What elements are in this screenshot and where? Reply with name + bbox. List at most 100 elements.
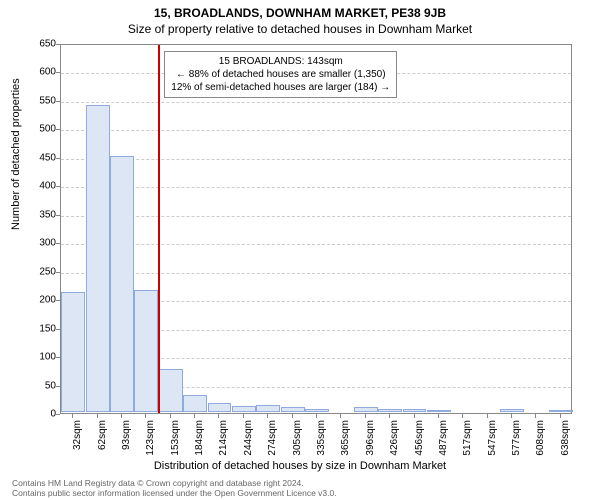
xtick-mark: [72, 414, 73, 418]
xtick-label: 305sqm: [292, 420, 303, 456]
xtick-label: 365sqm: [340, 420, 351, 456]
xtick-mark: [97, 414, 98, 418]
bar: [281, 407, 305, 412]
ytick-label: 600: [26, 67, 56, 78]
bar: [354, 407, 378, 412]
ytick-mark: [56, 300, 60, 301]
xtick-mark: [560, 414, 561, 418]
gridline: [61, 273, 571, 274]
bar: [427, 410, 451, 412]
xtick-mark: [145, 414, 146, 418]
xtick-mark: [511, 414, 512, 418]
xtick-mark: [267, 414, 268, 418]
gridline: [61, 102, 571, 103]
bar: [403, 409, 427, 412]
ytick-mark: [56, 243, 60, 244]
xtick-mark: [170, 414, 171, 418]
bar: [86, 105, 110, 412]
ytick-label: 50: [26, 380, 56, 391]
plot-area: 15 BROADLANDS: 143sqm← 88% of detached h…: [60, 44, 572, 414]
ytick-label: 300: [26, 238, 56, 249]
ytick-label: 550: [26, 95, 56, 106]
ytick-label: 200: [26, 295, 56, 306]
ytick-mark: [56, 101, 60, 102]
ytick-label: 400: [26, 181, 56, 192]
xtick-mark: [438, 414, 439, 418]
bar: [256, 405, 280, 412]
bar: [305, 409, 329, 412]
bar: [134, 290, 158, 412]
xtick-label: 214sqm: [218, 420, 229, 456]
annotation-line: 12% of semi-detached houses are larger (…: [171, 81, 390, 94]
ytick-mark: [56, 272, 60, 273]
ytick-mark: [56, 215, 60, 216]
xtick-mark: [194, 414, 195, 418]
ytick-mark: [56, 72, 60, 73]
ytick-mark: [56, 357, 60, 358]
marker-line: [158, 45, 160, 413]
y-axis-label: Number of detached properties: [10, 78, 22, 230]
bar: [378, 409, 402, 412]
xtick-label: 608sqm: [535, 420, 546, 456]
ytick-mark: [56, 414, 60, 415]
xtick-label: 547sqm: [487, 420, 498, 456]
xtick-label: 62sqm: [97, 420, 108, 450]
xtick-label: 244sqm: [243, 420, 254, 456]
xtick-label: 32sqm: [72, 420, 83, 450]
ytick-mark: [56, 129, 60, 130]
xtick-mark: [340, 414, 341, 418]
xtick-label: 577sqm: [511, 420, 522, 456]
xtick-mark: [243, 414, 244, 418]
xtick-label: 517sqm: [462, 420, 473, 456]
xtick-label: 426sqm: [389, 420, 400, 456]
ytick-label: 100: [26, 352, 56, 363]
xtick-label: 638sqm: [560, 420, 571, 456]
bar: [208, 403, 232, 412]
ytick-mark: [56, 44, 60, 45]
xtick-label: 274sqm: [267, 420, 278, 456]
xtick-mark: [389, 414, 390, 418]
ytick-mark: [56, 386, 60, 387]
xtick-mark: [535, 414, 536, 418]
ytick-label: 350: [26, 209, 56, 220]
annotation-line: 15 BROADLANDS: 143sqm: [171, 55, 390, 68]
xtick-mark: [414, 414, 415, 418]
gridline: [61, 130, 571, 131]
xtick-mark: [292, 414, 293, 418]
bar: [183, 395, 207, 412]
bar: [110, 156, 134, 412]
ytick-mark: [56, 186, 60, 187]
chart-subtitle: Size of property relative to detached ho…: [0, 20, 600, 40]
xtick-label: 93sqm: [121, 420, 132, 450]
ytick-label: 150: [26, 323, 56, 334]
xtick-mark: [365, 414, 366, 418]
bar: [159, 369, 183, 412]
x-axis-label: Distribution of detached houses by size …: [0, 460, 600, 472]
page-title: 15, BROADLANDS, DOWNHAM MARKET, PE38 9JB: [0, 0, 600, 20]
xtick-label: 456sqm: [414, 420, 425, 456]
xtick-label: 123sqm: [145, 420, 156, 456]
ytick-label: 0: [26, 409, 56, 420]
annotation-box: 15 BROADLANDS: 143sqm← 88% of detached h…: [164, 51, 397, 98]
ytick-label: 650: [26, 39, 56, 50]
xtick-label: 396sqm: [365, 420, 376, 456]
xtick-label: 184sqm: [194, 420, 205, 456]
ytick-mark: [56, 158, 60, 159]
bar: [61, 292, 85, 412]
bar: [500, 409, 524, 412]
gridline: [61, 159, 571, 160]
gridline: [61, 216, 571, 217]
ytick-label: 500: [26, 124, 56, 135]
gridline: [61, 244, 571, 245]
footer-line-3: Contains public sector information licen…: [12, 488, 337, 498]
xtick-label: 153sqm: [170, 420, 181, 456]
annotation-line: ← 88% of detached houses are smaller (1,…: [171, 68, 390, 81]
bar: [232, 406, 256, 412]
chart-area: 15 BROADLANDS: 143sqm← 88% of detached h…: [60, 44, 572, 414]
gridline: [61, 187, 571, 188]
ytick-label: 250: [26, 266, 56, 277]
ytick-label: 450: [26, 152, 56, 163]
xtick-label: 335sqm: [316, 420, 327, 456]
xtick-mark: [121, 414, 122, 418]
footer-attribution: Contains HM Land Registry data © Crown c…: [12, 478, 337, 498]
